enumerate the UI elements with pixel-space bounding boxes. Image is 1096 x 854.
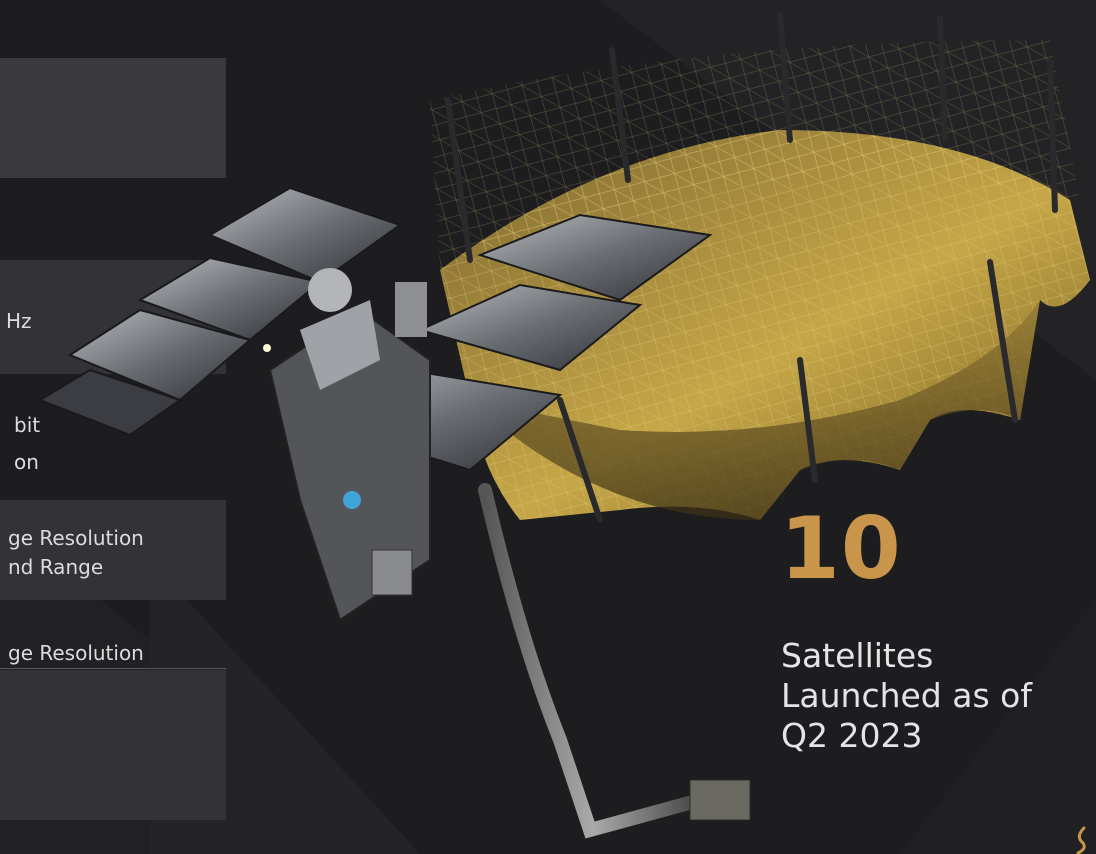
orbit-fragment-2: on: [14, 450, 39, 474]
satellite-count: 10: [780, 499, 902, 599]
resolution-fragment-1: ge Resolution: [8, 526, 144, 550]
caption-line-2: Launched as of: [781, 676, 1032, 715]
caption-line-3: Q2 2023: [781, 716, 923, 755]
satellite-count-caption: Satellites Launched as of Q2 2023: [781, 636, 1081, 756]
info-panel-bottom: [0, 670, 226, 820]
resolution-fragment-2: nd Range: [8, 555, 104, 579]
info-panel-top: [0, 58, 226, 178]
panel-divider: [0, 668, 226, 669]
gold-swirl-logo-icon: [1076, 826, 1086, 854]
frequency-fragment: Hz: [6, 309, 32, 333]
orbit-fragment-1: bit: [14, 413, 41, 437]
resolution-fragment-3: ge Resolution: [8, 641, 144, 665]
caption-line-1: Satellites: [781, 636, 934, 675]
info-panel-resolution: [0, 500, 226, 600]
